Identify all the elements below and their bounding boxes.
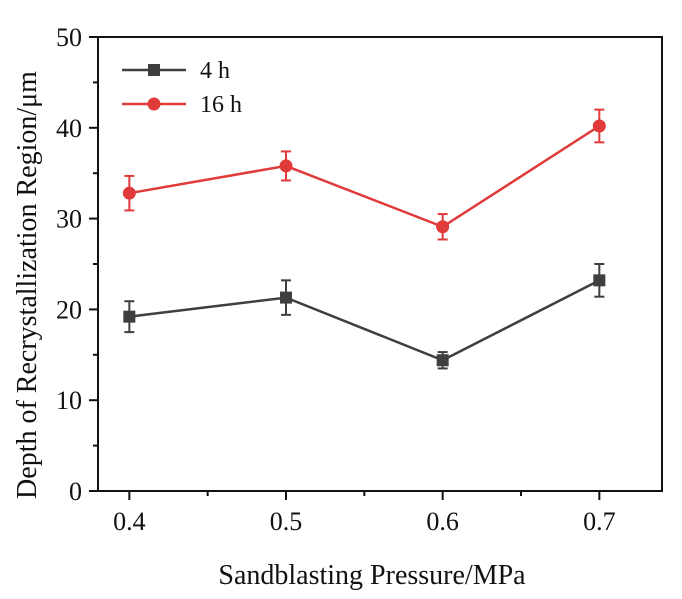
- legend: 4 h 16 h: [122, 58, 242, 118]
- series-4h-line: [129, 279, 600, 362]
- x-axis-title: Sandblasting Pressure/MPa: [218, 560, 526, 591]
- series-4h-point: [280, 291, 292, 304]
- x-tick-label: 0.5: [270, 507, 303, 536]
- y-tick-label: 40: [56, 114, 82, 143]
- x-tick-label: 0.6: [426, 507, 459, 536]
- y-tick-label: 20: [56, 295, 82, 324]
- x-tick-label: 0.7: [583, 507, 616, 536]
- series-16h-line: [129, 124, 601, 229]
- series-16h-legend-marker: [147, 97, 161, 111]
- x-tick-label: 0.4: [113, 507, 146, 536]
- plot-marks: [122, 108, 606, 370]
- axes: [89, 36, 663, 500]
- y-tick-label: 0: [69, 477, 82, 506]
- tick-labels: 0 10 20 30 40 50 0.4 0.5 0.6 0.7: [56, 23, 616, 536]
- y-tick-label: 10: [56, 386, 82, 415]
- series-16h-point: [436, 220, 450, 234]
- y-tick-label: 50: [56, 23, 82, 52]
- series-16h-point: [122, 186, 136, 200]
- series-4h-point: [123, 310, 136, 323]
- series-16h-point: [592, 119, 606, 133]
- series-4h-legend-label: 4 h: [200, 58, 230, 84]
- y-tick-label: 30: [56, 205, 82, 234]
- series-16h-point: [279, 159, 293, 173]
- y-axis-title: Depth of Recrystallization Region/μm: [12, 71, 43, 499]
- series-4h-point: [436, 354, 449, 367]
- series-4h-point: [593, 274, 606, 287]
- series-16h-legend-label: 16 h: [200, 92, 242, 118]
- series-4h-legend-marker: [148, 64, 160, 76]
